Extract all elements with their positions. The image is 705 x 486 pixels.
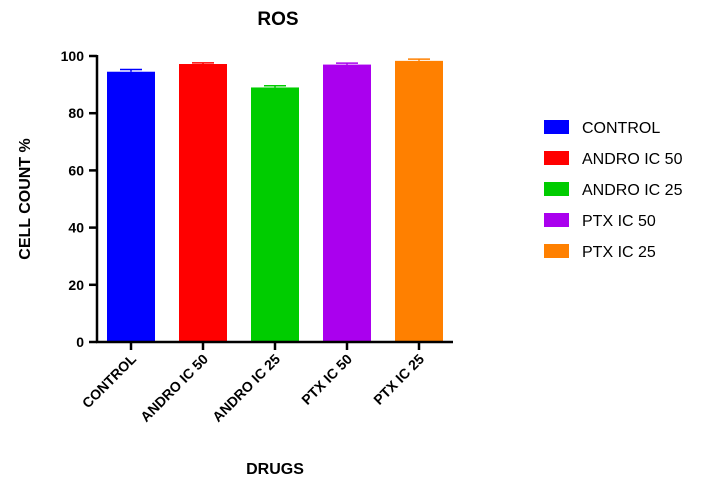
y-tick-label-40: 40 xyxy=(68,220,84,236)
x-tick-label-1: ANDRO IC 50 xyxy=(137,351,211,425)
legend-swatch-4 xyxy=(544,244,569,258)
x-tick-label-4: PTX IC 25 xyxy=(370,351,427,408)
x-axis-title: DRUGS xyxy=(246,461,304,478)
bar-4 xyxy=(395,60,443,342)
x-tick-label-2: ANDRO IC 25 xyxy=(209,351,283,425)
legend-swatch-2 xyxy=(544,182,569,196)
y-tick-label-100: 100 xyxy=(61,48,85,64)
legend-label-2: ANDRO IC 25 xyxy=(582,182,683,199)
bar-3 xyxy=(323,64,371,342)
legend-label-1: ANDRO IC 50 xyxy=(582,151,683,168)
x-tick-label-0: CONTROL xyxy=(79,350,140,411)
legend-label-0: CONTROL xyxy=(582,120,660,137)
y-tick-label-20: 20 xyxy=(68,277,84,293)
legend-label-4: PTX IC 25 xyxy=(582,244,656,261)
x-tick-label-3: PTX IC 50 xyxy=(298,351,355,408)
legend-swatch-3 xyxy=(544,213,569,227)
legend-label-3: PTX IC 50 xyxy=(582,213,656,230)
legend: CONTROL ANDRO IC 50 ANDRO IC 25 PTX IC 50 PT… xyxy=(544,120,683,261)
chart-title: ROS xyxy=(257,9,298,30)
bar-1 xyxy=(179,64,227,343)
y-tick-label-80: 80 xyxy=(68,105,84,121)
y-tick-label-0: 0 xyxy=(76,334,84,350)
bar-2 xyxy=(251,87,299,343)
legend-swatch-0 xyxy=(544,120,569,134)
bar-0 xyxy=(107,71,155,342)
y-tick-label-60: 60 xyxy=(68,162,84,178)
legend-swatch-1 xyxy=(544,151,569,165)
y-axis-title: CELL COUNT % xyxy=(17,138,34,259)
